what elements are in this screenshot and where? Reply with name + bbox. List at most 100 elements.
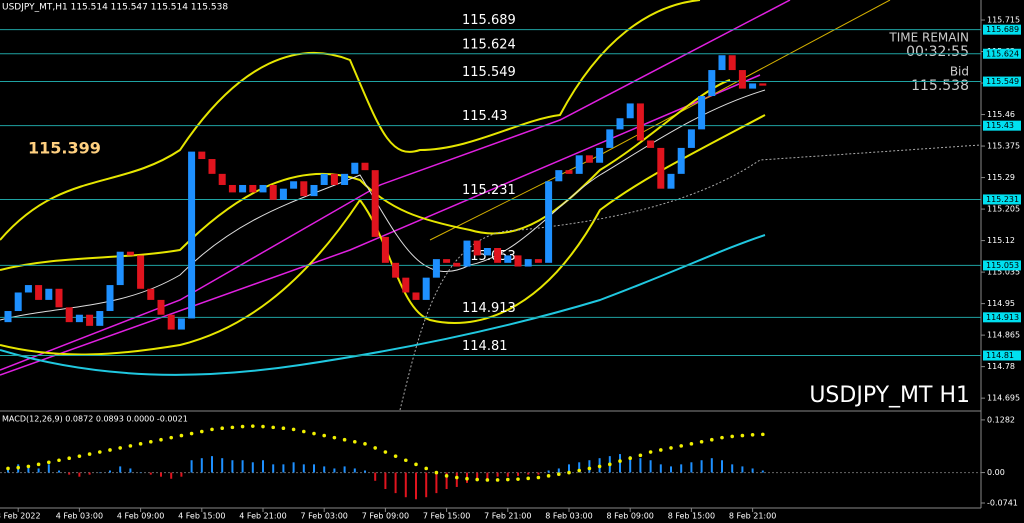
signal-dot [567,470,571,475]
x-tick-label: 3 Feb 2022 [0,512,41,521]
bid: 115.538 [911,78,969,94]
signal-dot [526,476,530,481]
candle-body [483,248,491,256]
y-tick-label: 114.78 [987,362,1015,371]
macd-y-tick-label: -0.0741 [987,499,1018,508]
x-tick-label: 8 Feb 21:00 [729,512,776,521]
macd-bar [670,466,672,473]
candle-body [239,184,247,193]
header: USDJPY_MT,H1 115.514 115.547 115.514 115… [2,3,228,13]
macd-bar [415,472,417,500]
signal-dot [128,444,133,448]
signal-dot [322,433,327,438]
signal-dot [393,454,398,458]
macd-bar [527,472,530,475]
candle-body [626,103,634,119]
x-tick-label: 7 Feb 03:00 [300,512,347,521]
macd-bar [680,464,683,473]
level-box [983,48,1021,59]
big-price: 115.399 [28,139,101,158]
candle-body [392,262,400,278]
macd-bar [180,472,183,477]
macd-bar [394,472,397,494]
macd-bar [109,470,111,473]
signal-dot [383,450,388,454]
signal-dot [220,426,224,431]
macd-bar [323,466,326,473]
signal-dot [618,459,622,463]
macd-bar [190,460,193,473]
signal-dot [465,476,469,481]
signal-dot [699,439,704,444]
macd-bar [292,462,295,473]
candle-body [728,55,736,71]
watermark: USDJPY_MT H1 [809,383,970,408]
macd-bar [506,472,509,477]
macd-bar [78,472,81,477]
signal-dot [516,477,520,481]
candle-body [443,259,451,263]
signal-dot [710,437,714,442]
signal-dot [77,454,82,458]
signal-dot [353,439,357,444]
signal-dot [577,468,581,473]
signal-dot [424,466,429,471]
macd-bar [37,468,40,473]
candle-body [106,285,114,312]
candle-body [606,129,614,148]
candle-body [504,255,512,263]
y-tick-label: 115.29 [987,173,1015,182]
level-axis-label: 115.689 [986,25,1019,34]
level-box [983,194,1021,205]
candle-body [524,259,532,267]
candle-body [738,70,746,89]
signal-dot [363,442,367,446]
candle-body [341,173,349,185]
channel-line [0,74,761,376]
macd-bar [98,472,101,474]
candle-body [667,173,675,189]
macd-bar [160,472,162,477]
candle-body [718,55,726,71]
candle-body [4,311,12,323]
candle-body [116,251,124,286]
candle-body [698,96,706,130]
signal-dot [67,456,71,460]
candle-body [249,184,257,193]
macd-title: MACD(12,26,9) 0.0872 0.0893 0.0000 -0.00… [2,415,188,424]
signal-dot [557,472,561,477]
signal-dot [210,427,214,432]
macd-bar [619,454,621,473]
macd-bar [690,462,693,473]
signal-dot [506,477,510,482]
candle-body [320,173,328,185]
signal-dot [138,442,143,446]
signal-dot [689,442,694,446]
y-tick-label: 114.695 [987,394,1020,403]
signal-dot [455,475,459,480]
macd-bar [27,466,30,473]
signal-dot [597,464,602,469]
level-axis-label: 115.231 [986,195,1019,204]
macd-bar [353,468,356,473]
level-axis-label: 114.913 [986,313,1019,322]
level-axis-label: 115.43 [986,121,1014,130]
candle-body [65,307,73,323]
candle-body [565,170,573,174]
signal-dot [6,466,10,471]
macd-bar [200,458,203,473]
signal-dot [26,464,31,469]
macd-bar [313,464,315,473]
macd-bar [639,458,642,473]
signal-dot [251,424,255,428]
macd-bar [404,472,407,498]
candle-body [208,159,216,174]
candle-body [677,147,685,174]
x-tick-label: 8 Feb 03:00 [545,512,592,521]
candle-body [218,173,226,185]
y-tick-label: 115.205 [987,205,1020,214]
candle-body [198,151,206,160]
macd-bar [731,464,734,473]
macd-bar [272,464,275,473]
